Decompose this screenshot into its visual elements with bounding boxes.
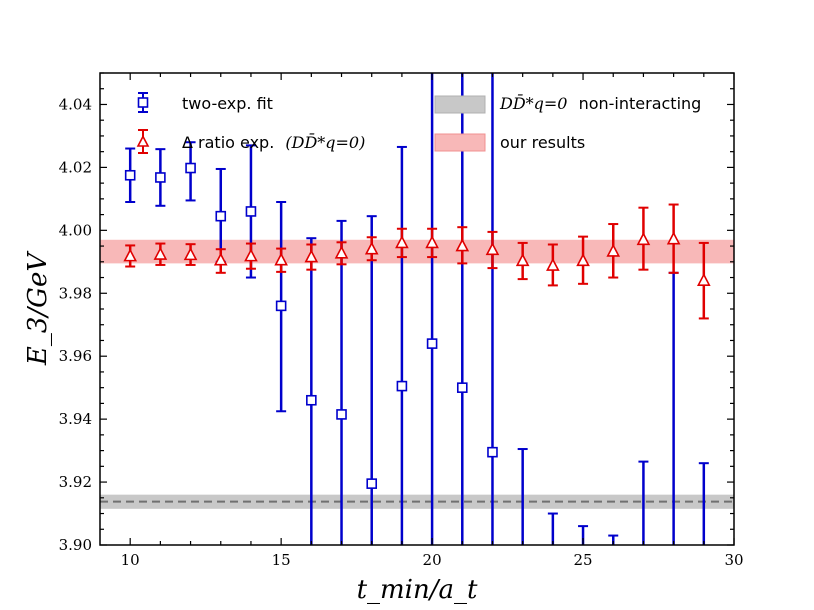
ratio-point-13 [213, 252, 228, 266]
ratio-point-14 [244, 248, 258, 262]
y-axis-label: E_3/GeV [23, 251, 53, 366]
ratio-point-11 [153, 246, 168, 260]
x-tick-label-20: 20 [423, 551, 442, 569]
x-tick-label-10: 10 [121, 551, 140, 569]
fit-point-22 [487, 446, 498, 458]
fit-point-19 [396, 380, 408, 392]
legend: two-exp. fit Δ ratio exp. (DD̄*q=0) DD̄*… [136, 92, 701, 154]
ratio-point-18 [364, 241, 379, 255]
legend-non-interacting-label: DD̄*q=0 non-interacting [499, 92, 701, 113]
y-tick-label-7: 4.04 [59, 95, 92, 113]
ratio-point-16 [304, 249, 319, 263]
ratio-point-24 [546, 257, 560, 271]
legend-ratio-math: (DD̄*q=0) [285, 131, 365, 152]
fit-point-13 [215, 210, 227, 222]
ratio-point-15 [274, 252, 288, 266]
y-tick-label-4: 3.98 [59, 284, 92, 302]
legend-band-gray-swatch [434, 95, 486, 114]
legend-ratio-prefix: Δ ratio exp. [182, 133, 274, 152]
fit-point-20 [426, 338, 438, 349]
x-tick-label-30: 30 [724, 551, 743, 569]
y-tick-label-3: 3.96 [59, 347, 92, 365]
ticks-layer: 10 15 20 25 30 3.90 3.92 3.94 3.96 3.98 4.00 4.02 4.… [59, 72, 744, 569]
y-tick-label-2: 3.94 [59, 410, 92, 428]
ratio-point-23 [515, 253, 530, 267]
ratio-point-21 [455, 238, 470, 252]
legend-non-interacting-math: DD̄*q=0 [499, 92, 567, 113]
fit-point-17 [336, 409, 347, 420]
legend-non-interacting-text: non-interacting [579, 94, 702, 113]
fit-point-21 [456, 382, 468, 393]
legend-fit-marker [137, 92, 149, 113]
ratio-point-29 [696, 272, 711, 286]
x-tick-label-25: 25 [574, 551, 593, 569]
legend-band-red-swatch [434, 133, 486, 152]
legend-fit-label: two-exp. fit [182, 94, 273, 113]
series-layer [123, 73, 711, 545]
fit-point-11 [155, 172, 166, 183]
y-tick-label-0: 3.90 [59, 536, 92, 554]
x-tick-label-15: 15 [272, 551, 291, 569]
ratio-point-22 [485, 242, 500, 256]
ratio-point-28 [666, 231, 681, 245]
ratio-point-20 [425, 235, 439, 249]
ratio-point-12 [183, 247, 198, 261]
ratio-point-17 [334, 245, 349, 259]
ratio-point-19 [395, 235, 409, 249]
bands-layer [100, 239, 734, 509]
band-1 [100, 239, 734, 264]
y-tick-label-6: 4.02 [59, 158, 92, 176]
ratio-point-26 [606, 243, 621, 257]
fit-point-14 [245, 206, 257, 217]
fit-point-10 [124, 169, 136, 181]
fit-point-16 [306, 394, 317, 406]
ratio-point-10 [123, 248, 138, 262]
legend-ratio-label: Δ ratio exp. (DD̄*q=0) [182, 131, 365, 152]
ratio-point-27 [636, 232, 651, 246]
x-axis-label: t_min/a_t [357, 575, 478, 605]
ratio-point-25 [576, 253, 590, 267]
legend-results-label: our results [500, 133, 585, 152]
y-tick-label-5: 4.00 [59, 221, 92, 239]
y-tick-label-1: 3.92 [59, 473, 92, 491]
fit-point-18 [366, 478, 378, 489]
legend-ratio-marker [136, 129, 150, 154]
fit-point-12 [185, 162, 196, 174]
fit-point-15 [275, 300, 287, 312]
